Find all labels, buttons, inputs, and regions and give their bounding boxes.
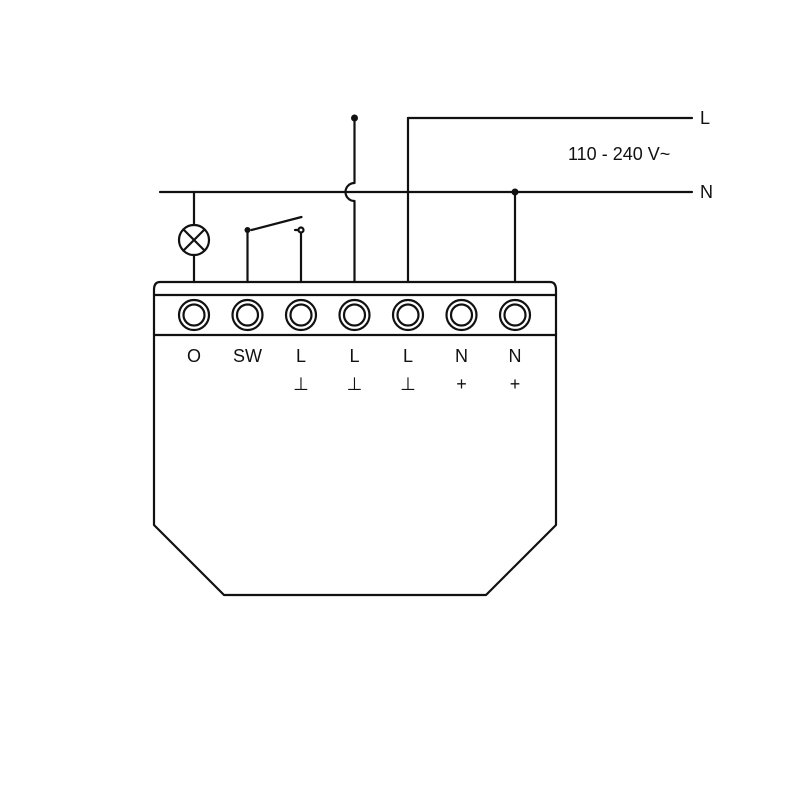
terminal-sublabel-L2: ⊥ (347, 374, 363, 394)
label-N: N (700, 182, 713, 202)
terminal-sublabel-L3: ⊥ (400, 374, 416, 394)
terminal-label-N2: N (509, 346, 522, 366)
junction-N2 (512, 189, 519, 196)
terminal-label-N1: N (455, 346, 468, 366)
terminal-label-SW: SW (233, 346, 262, 366)
terminal-label-L1: L (296, 346, 306, 366)
terminal-label-L3: L (403, 346, 413, 366)
switch-blade (252, 217, 302, 230)
wire-L2-drop-hop (346, 118, 355, 282)
wiring-diagram: O SW L ⊥ L ⊥ L ⊥ N + N + L N 110 - 240 V~ (0, 0, 800, 800)
terminal-label-O: O (187, 346, 201, 366)
terminal-sublabel-N2: + (510, 374, 521, 394)
junction-L2 (351, 115, 358, 122)
label-voltage: 110 - 240 V~ (568, 144, 670, 164)
terminal-sublabel-N1: + (456, 374, 467, 394)
terminal-sublabel-L1: ⊥ (293, 374, 309, 394)
terminal-label-L2: L (349, 346, 359, 366)
label-L: L (700, 108, 710, 128)
